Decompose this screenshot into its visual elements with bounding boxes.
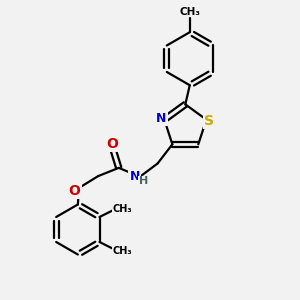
Text: CH₃: CH₃: [179, 7, 200, 16]
Text: H: H: [139, 176, 148, 186]
Text: O: O: [106, 137, 118, 151]
Text: CH₃: CH₃: [113, 246, 132, 256]
Text: N: N: [156, 112, 167, 124]
Text: N: N: [130, 169, 140, 183]
Text: CH₃: CH₃: [113, 204, 132, 214]
Text: O: O: [69, 184, 80, 198]
Text: S: S: [204, 114, 214, 128]
